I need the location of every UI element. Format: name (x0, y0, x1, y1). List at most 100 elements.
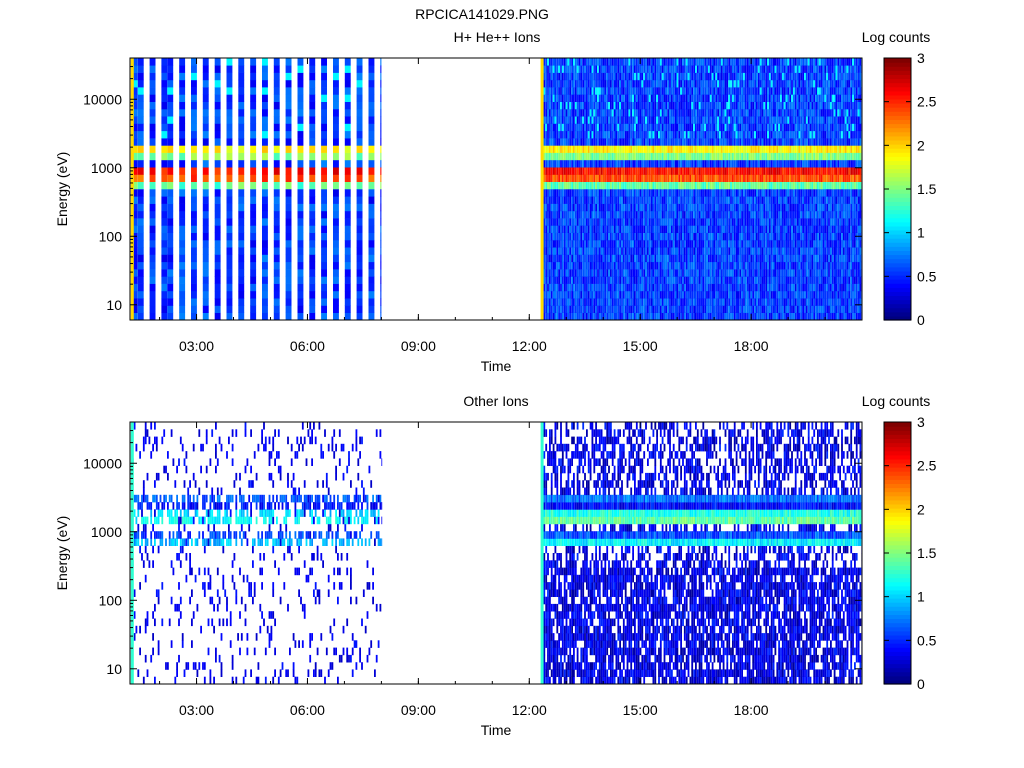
heatmap-cell (549, 218, 551, 226)
heatmap-cell (556, 276, 559, 284)
heatmap-cell (698, 174, 701, 182)
heatmap-cell (744, 276, 747, 284)
heatmap-cell (683, 254, 686, 263)
heatmap-cell (682, 152, 684, 161)
heatmap-cell (732, 116, 734, 124)
heatmap-cell (285, 167, 292, 175)
heatmap-cell (576, 232, 579, 241)
heatmap-cell (637, 130, 640, 139)
heatmap-cell (632, 138, 634, 146)
heatmap-cell (685, 108, 688, 117)
heatmap-cell (606, 101, 609, 110)
heatmap-cell (717, 94, 719, 102)
heatmap-cell (368, 276, 375, 284)
heatmap-cell (667, 174, 670, 182)
heatmap-cell (613, 196, 616, 204)
heatmap-cell (726, 108, 729, 117)
heatmap-cell (576, 239, 579, 248)
heatmap-cell (648, 65, 651, 73)
heatmap-cell (624, 269, 627, 277)
heatmap-cell (569, 290, 572, 299)
heatmap-cell (262, 167, 268, 175)
heatmap-cell (309, 232, 316, 241)
heatmap-cell (708, 254, 710, 263)
heatmap-cell (669, 196, 671, 204)
heatmap-cell (647, 123, 649, 132)
heatmap-cell (634, 65, 636, 73)
heatmap-cell (613, 145, 616, 153)
heatmap-cell (297, 232, 304, 241)
heatmap-cell (671, 108, 673, 117)
heatmap-cell (698, 130, 701, 139)
heatmap-cell (743, 79, 745, 88)
heatmap-cell (669, 152, 671, 161)
heatmap-cell (630, 159, 633, 168)
heatmap-cell (748, 203, 751, 212)
heatmap-cell (717, 269, 719, 277)
heatmap-cell (161, 58, 168, 66)
heatmap-cell (713, 123, 716, 132)
heatmap-cell (587, 58, 590, 66)
heatmap-cell (728, 225, 731, 233)
heatmap-cell (708, 261, 710, 270)
heatmap-cell (262, 239, 268, 248)
heatmap-cell (706, 145, 708, 153)
heatmap-cell (576, 159, 579, 168)
heatmap-cell (561, 283, 564, 292)
heatmap-cell (656, 101, 658, 110)
heatmap-cell (647, 116, 649, 124)
heatmap-cell (724, 261, 727, 270)
heatmap-cell (191, 269, 197, 277)
heatmap-cell (672, 254, 675, 263)
heatmap-cell (708, 181, 710, 190)
heatmap-cell (344, 72, 351, 81)
heatmap-cell (262, 283, 268, 292)
heatmap-cell (671, 276, 673, 284)
heatmap-cell (682, 108, 684, 117)
heatmap-cell (547, 152, 549, 161)
heatmap-cell (613, 116, 616, 124)
heatmap-cell (582, 94, 585, 102)
heatmap-cell (547, 261, 549, 270)
heatmap-cell (297, 101, 304, 110)
heatmap-cell (733, 101, 736, 110)
heatmap-cell (715, 196, 718, 204)
heatmap-cell (598, 174, 601, 182)
heatmap-cell (587, 210, 590, 219)
heatmap-cell (719, 254, 721, 263)
heatmap-cell (285, 123, 292, 132)
heatmap-cell (309, 145, 316, 153)
heatmap-cell (693, 79, 695, 88)
heatmap-cell (552, 130, 555, 139)
heatmap-cell (586, 65, 588, 73)
heatmap-cell (735, 65, 738, 73)
heatmap-cell (630, 218, 633, 226)
heatmap-cell (685, 225, 688, 233)
heatmap-cell (752, 145, 755, 153)
heatmap-cell (591, 116, 594, 124)
heatmap-cell (589, 159, 592, 168)
heatmap-cell (578, 305, 581, 313)
heatmap-cell (744, 305, 747, 313)
heatmap-cell (652, 290, 655, 299)
heatmap-cell (750, 218, 753, 226)
heatmap-cell (630, 232, 633, 241)
heatmap-cell (191, 72, 197, 81)
heatmap-cell (678, 269, 681, 277)
heatmap-cell (321, 225, 327, 233)
heatmap-cell (709, 269, 712, 277)
heatmap-cell (676, 116, 679, 124)
heatmap-cell (743, 167, 745, 175)
heatmap-cell (356, 167, 363, 175)
heatmap-cell (567, 159, 570, 168)
heatmap-cell (297, 145, 304, 153)
heatmap-cell (698, 225, 701, 233)
heatmap-cell (661, 181, 664, 190)
heatmap-cell (587, 181, 590, 190)
heatmap-cell (273, 87, 280, 95)
heatmap-cell (645, 94, 647, 102)
heatmap-cell (704, 189, 707, 197)
heatmap-cell (685, 247, 688, 255)
heatmap-cell (720, 101, 723, 110)
heatmap-cell (726, 305, 729, 313)
